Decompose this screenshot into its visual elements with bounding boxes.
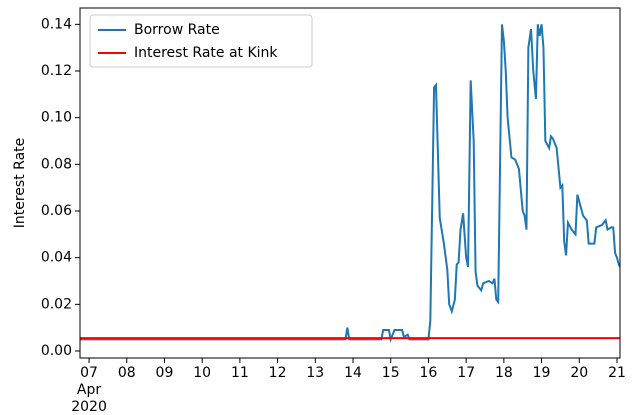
x-tick-label: 09	[156, 365, 174, 381]
x-date-label: 2020	[71, 399, 107, 415]
x-tick-label: 11	[231, 365, 249, 381]
x-tick-label: 17	[457, 365, 475, 381]
y-tick-label: 0.00	[41, 343, 72, 359]
legend-label: Interest Rate at Kink	[134, 45, 278, 61]
x-tick-label: 15	[382, 365, 400, 381]
y-tick-label: 0.14	[41, 16, 72, 32]
x-tick-label: 18	[495, 365, 513, 381]
x-tick-label: 21	[608, 365, 626, 381]
x-tick-label: 10	[193, 365, 211, 381]
y-tick-label: 0.06	[41, 203, 72, 219]
y-axis-label: Interest Rate	[12, 138, 28, 229]
x-tick-label: 08	[118, 365, 136, 381]
y-tick-label: 0.04	[41, 250, 72, 266]
x-tick-label: 13	[306, 365, 324, 381]
x-tick-label: 12	[269, 365, 287, 381]
x-tick-label: 20	[570, 365, 588, 381]
x-date-label: Apr	[77, 382, 101, 398]
y-tick-label: 0.08	[41, 156, 72, 172]
y-tick-label: 0.12	[41, 63, 72, 79]
x-tick-label: 19	[533, 365, 551, 381]
y-tick-label: 0.02	[41, 296, 72, 312]
series-line	[80, 24, 620, 343]
plot-frame	[79, 7, 621, 359]
x-tick-label: 07	[80, 365, 98, 381]
x-tick-label: 16	[420, 365, 438, 381]
legend-box	[89, 14, 313, 68]
legend: Borrow Rate Interest Rate at Kink	[89, 14, 313, 68]
x-tick-label: 14	[344, 365, 362, 381]
legend-label: Borrow Rate	[134, 22, 220, 38]
y-tick-label: 0.10	[41, 110, 72, 126]
